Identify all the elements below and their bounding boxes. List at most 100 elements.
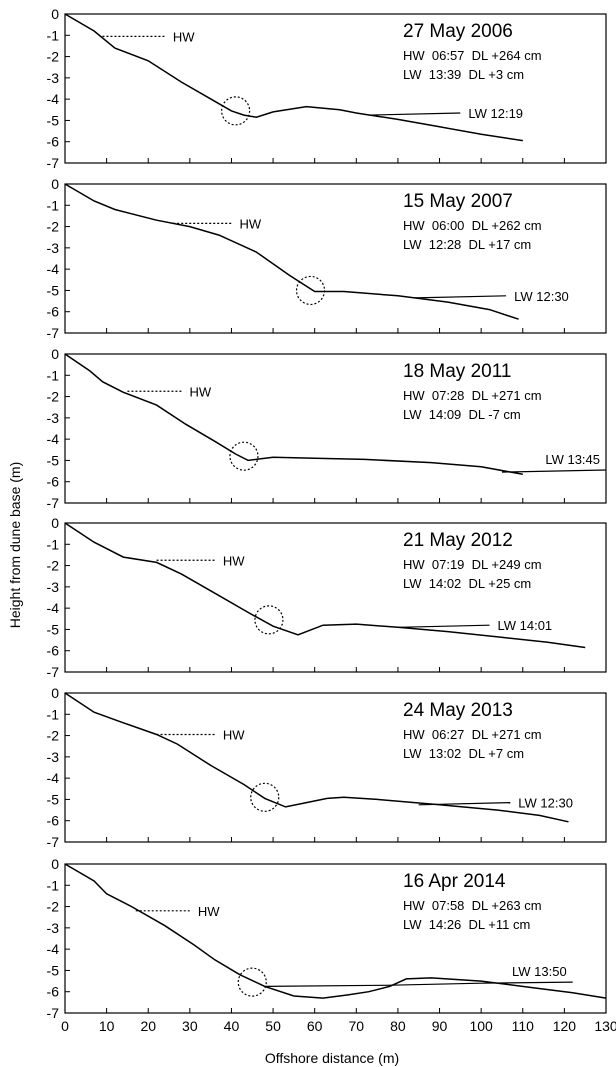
y-tick-label: -5 — [47, 791, 60, 807]
y-tick-label: 0 — [51, 6, 59, 22]
y-tick-label: -1 — [47, 877, 60, 893]
y-tick-label: -2 — [47, 728, 60, 744]
y-tick-label: -7 — [47, 834, 60, 850]
y-tick-label: -1 — [47, 367, 60, 383]
y-tick-label: 0 — [51, 176, 59, 192]
y-tick-label: -6 — [47, 813, 60, 829]
y-tick-label: -7 — [47, 325, 60, 341]
x-tick-label: 40 — [224, 1018, 240, 1034]
y-tick-label: -3 — [47, 579, 60, 595]
lw-marker-line — [397, 624, 490, 628]
hw-label: HW — [223, 728, 245, 743]
y-tick-label: -7 — [47, 155, 60, 171]
profile-line — [64, 13, 523, 142]
lw-info: LW 14:09 DL -7 cm — [403, 407, 521, 422]
y-tick-label: -7 — [47, 1005, 60, 1021]
y-tick-label: -1 — [47, 27, 60, 43]
panel-3: 0 -1 -2 -3 -4 -5 -6 -7 HW LW 13:45 18 May 2011 HW 0… — [47, 346, 607, 511]
bar-crest-circle — [221, 96, 251, 126]
hw-info: HW 06:00 DL +262 cm — [403, 218, 542, 233]
y-tick-label: -6 — [47, 304, 60, 320]
y-tick-label: -5 — [47, 112, 60, 128]
hw-info: HW 06:27 DL +271 cm — [403, 727, 542, 742]
y-tick-label: -1 — [47, 197, 60, 213]
panel-date: 15 May 2007 — [403, 191, 513, 212]
y-tick-label: -2 — [47, 49, 60, 65]
lw-marker-line — [414, 295, 507, 299]
y-tick-label: -6 — [47, 134, 60, 150]
x-tick-label: 20 — [140, 1018, 156, 1034]
x-tick-label: 60 — [307, 1018, 323, 1034]
profile-line — [64, 863, 607, 999]
x-tick-label: 70 — [349, 1018, 365, 1034]
x-tick-label: 110 — [512, 1018, 535, 1034]
panel-frame — [64, 353, 607, 504]
lw-marker-line — [418, 802, 511, 806]
panel-date: 21 May 2012 — [403, 530, 513, 551]
x-tick-label: 120 — [553, 1018, 577, 1034]
y-tick-label: -5 — [47, 282, 60, 298]
x-axis-label: Offshore distance (m) — [265, 1050, 399, 1066]
panel-date: 27 May 2006 — [403, 21, 513, 42]
panel-date: 24 May 2013 — [403, 700, 513, 721]
profile-line — [64, 183, 519, 320]
lw-label: LW 12:19 — [468, 106, 523, 121]
panel-frame — [64, 522, 607, 673]
y-axis-label: Height from dune base (m) — [7, 462, 23, 629]
x-tick-label: 0 — [61, 1018, 69, 1034]
x-tick-label: 100 — [469, 1018, 493, 1034]
lw-marker-line — [264, 981, 573, 987]
hw-info: HW 06:57 DL +264 cm — [403, 48, 542, 63]
y-tick-label: -4 — [47, 261, 60, 277]
panel-frame — [64, 13, 607, 164]
panel-1: 0 -1 -2 -3 -4 -5 -6 -7 HW LW 12:19 27 May 2006 HW 0… — [47, 6, 607, 171]
panel-date: 18 May 2011 — [403, 361, 511, 382]
lw-info: LW 13:02 DL +7 cm — [403, 746, 524, 761]
y-tick-label: -4 — [47, 770, 60, 786]
y-tick-label: -3 — [47, 410, 60, 426]
lw-info: LW 13:39 DL +3 cm — [403, 67, 524, 82]
panel-5: 0 -1 -2 -3 -4 -5 -6 -7 HW LW 12:30 24 May 2013 HW 0… — [47, 685, 607, 850]
panel-frame — [64, 183, 607, 334]
x-tick-label: 130 — [594, 1018, 616, 1034]
x-tick-label: 50 — [265, 1018, 281, 1034]
y-tick-label: -6 — [47, 474, 60, 490]
profile-line — [64, 522, 586, 649]
hw-label: HW — [198, 904, 220, 919]
lw-label: LW 12:30 — [518, 796, 573, 811]
panel-frame — [64, 692, 607, 843]
y-tick-label: -4 — [47, 91, 60, 107]
y-tick-label: -6 — [47, 643, 60, 659]
profile-line — [64, 353, 523, 476]
y-tick-label: -4 — [47, 600, 60, 616]
lw-info: LW 14:26 DL +11 cm — [403, 917, 530, 932]
y-tick-label: -5 — [47, 621, 60, 637]
bar-crest-circle — [295, 275, 326, 306]
y-tick-label: 0 — [51, 515, 59, 531]
panel-frame — [64, 863, 607, 1014]
y-tick-label: -2 — [47, 219, 60, 235]
y-tick-label: -5 — [47, 962, 60, 978]
y-tick-label: -1 — [47, 706, 60, 722]
y-tick-label: -3 — [47, 749, 60, 765]
y-tick-label: -3 — [47, 240, 60, 256]
lw-marker-line — [501, 469, 607, 473]
hw-info: HW 07:58 DL +263 cm — [403, 898, 542, 913]
lw-marker-line — [368, 112, 461, 116]
lw-info: LW 14:02 DL +25 cm — [403, 576, 531, 591]
bar-crest-circle — [237, 967, 267, 997]
x-tick-label: 80 — [390, 1018, 406, 1034]
x-tick-label: 90 — [432, 1018, 448, 1034]
y-tick-label: -3 — [47, 70, 60, 86]
y-tick-label: 0 — [51, 856, 59, 872]
profile-line — [64, 692, 569, 823]
y-tick-label: -6 — [47, 984, 60, 1000]
hw-info: HW 07:28 DL +271 cm — [403, 388, 542, 403]
lw-info: LW 12:28 DL +17 cm — [403, 237, 531, 252]
y-tick-label: 0 — [51, 346, 59, 362]
y-tick-label: -1 — [47, 536, 60, 552]
panel-date: 16 Apr 2014 — [403, 871, 506, 892]
panel-2: 0 -1 -2 -3 -4 -5 -6 -7 HW LW 12:30 15 May 2007 HW 0… — [47, 176, 607, 341]
x-tick-label: 10 — [99, 1018, 115, 1034]
